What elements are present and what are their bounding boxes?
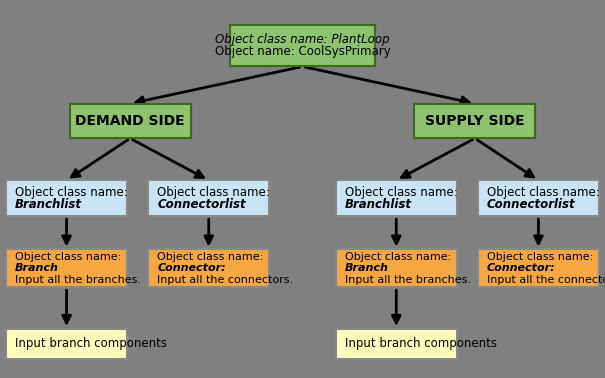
Text: Connectorlist: Connectorlist — [487, 198, 575, 211]
FancyBboxPatch shape — [6, 249, 127, 287]
Text: Object class name:: Object class name: — [345, 186, 457, 199]
FancyBboxPatch shape — [230, 25, 375, 66]
FancyBboxPatch shape — [478, 181, 599, 216]
Text: Input all the connectors.: Input all the connectors. — [487, 275, 605, 285]
FancyBboxPatch shape — [6, 329, 127, 359]
Text: Object class name:: Object class name: — [487, 252, 594, 262]
Text: Input all the connectors.: Input all the connectors. — [157, 275, 293, 285]
Text: Object class name: PlantLoop: Object class name: PlantLoop — [215, 33, 390, 46]
Text: Branchlist: Branchlist — [15, 198, 82, 211]
Text: Connector:: Connector: — [157, 263, 226, 273]
FancyBboxPatch shape — [6, 181, 127, 216]
Text: Object class name:: Object class name: — [487, 186, 600, 199]
Text: Object class name:: Object class name: — [15, 252, 122, 262]
Text: Connectorlist: Connectorlist — [157, 198, 246, 211]
Text: Branchlist: Branchlist — [345, 198, 412, 211]
Text: Object class name:: Object class name: — [157, 186, 270, 199]
Text: SUPPLY SIDE: SUPPLY SIDE — [425, 114, 525, 128]
FancyBboxPatch shape — [336, 181, 457, 216]
Text: Object name: CoolSysPrimary: Object name: CoolSysPrimary — [215, 45, 390, 58]
Text: Input branch components: Input branch components — [15, 338, 167, 350]
FancyBboxPatch shape — [148, 249, 269, 287]
FancyBboxPatch shape — [70, 104, 191, 138]
FancyBboxPatch shape — [414, 104, 535, 138]
FancyBboxPatch shape — [478, 249, 599, 287]
FancyBboxPatch shape — [336, 249, 457, 287]
FancyBboxPatch shape — [336, 329, 457, 359]
Text: DEMAND SIDE: DEMAND SIDE — [75, 114, 185, 128]
FancyBboxPatch shape — [148, 181, 269, 216]
Text: Input all the branches.: Input all the branches. — [345, 275, 471, 285]
Text: Input branch components: Input branch components — [345, 338, 497, 350]
Text: Object class name:: Object class name: — [345, 252, 451, 262]
Text: Connector:: Connector: — [487, 263, 555, 273]
Text: Branch: Branch — [15, 263, 59, 273]
Text: Input all the branches.: Input all the branches. — [15, 275, 141, 285]
Text: Object class name:: Object class name: — [157, 252, 264, 262]
Text: Branch: Branch — [345, 263, 389, 273]
Text: Object class name:: Object class name: — [15, 186, 128, 199]
